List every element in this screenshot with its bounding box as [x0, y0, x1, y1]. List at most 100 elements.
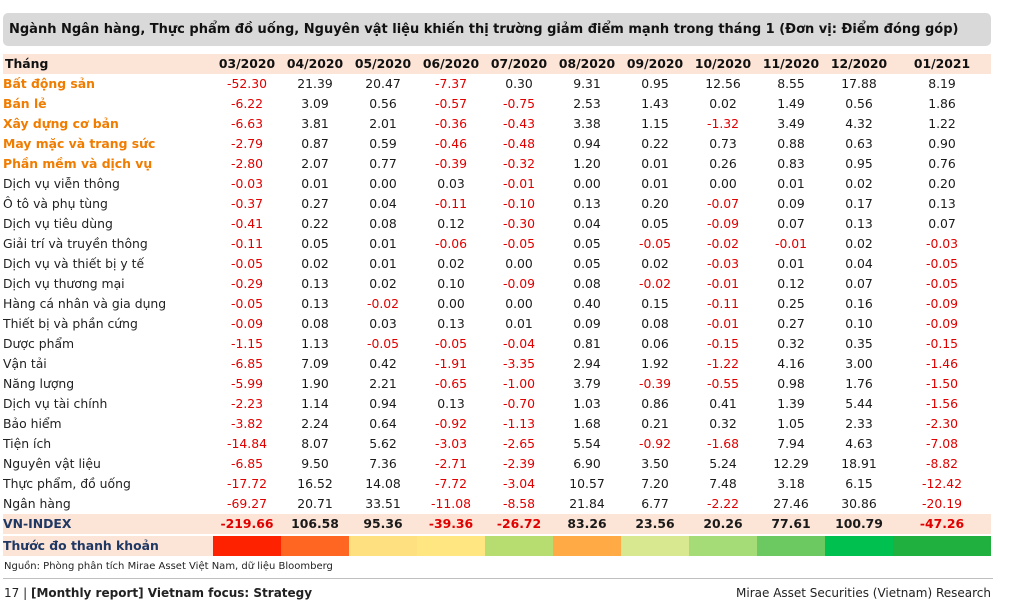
cell-value: 0.05 [641, 216, 669, 231]
cell-value: 9.31 [573, 76, 601, 91]
cell-value: -0.11 [434, 196, 468, 211]
row-label: Xây dựng cơ bản [3, 116, 119, 131]
cell-value: 0.13 [845, 216, 873, 231]
cell-value: -0.02 [366, 296, 400, 311]
table-row: Dịch vụ tiêu dùng -0.41 0.22 0.08 0.12 -0.30 0… [3, 214, 991, 234]
cell-value: 1.90 [301, 376, 329, 391]
cell-value: 1.43 [641, 96, 669, 111]
table-row: Thực phẩm, đồ uống -17.72 16.52 14.08 -7.72 -… [3, 474, 991, 494]
cell-value: -26.72 [496, 516, 542, 531]
report-name: [Monthly report] Vietnam focus: Strategy [30, 586, 313, 600]
cell-value: -2.80 [230, 156, 264, 171]
table-row: Dược phẩm -1.15 1.13 -0.05 -0.05 -0.04 0.81 0.0… [3, 334, 991, 354]
cell-value: 95.36 [363, 516, 403, 531]
cell-value: 0.05 [301, 236, 329, 251]
cell-value: -0.05 [925, 276, 959, 291]
cell-value: 0.42 [369, 356, 397, 371]
cell-value: 1.14 [301, 396, 329, 411]
cell-value: -1.50 [925, 376, 959, 391]
cell-value: 0.09 [777, 196, 805, 211]
table-row: Xây dựng cơ bản -6.63 3.81 2.01 -0.36 -0.43 3.… [3, 114, 991, 134]
liquidity-label: Thước đo thanh khoản [3, 534, 213, 556]
cell-value: -0.65 [434, 376, 468, 391]
cell-value: 3.00 [845, 356, 873, 371]
cell-value: 0.26 [709, 156, 737, 171]
cell-value: 0.08 [369, 216, 397, 231]
table-row: Năng lượng -5.99 1.90 2.21 -0.65 -1.00 3.79 -0.… [3, 374, 991, 394]
cell-value: 30.86 [841, 496, 877, 511]
liquidity-swatch [485, 534, 553, 556]
cell-value: -2.71 [434, 456, 468, 471]
cell-value: 0.00 [709, 176, 737, 191]
cell-value: 1.20 [573, 156, 601, 171]
table-row: Dịch vụ và thiết bị y tế -0.05 0.02 0.01 0.0… [3, 254, 991, 274]
row-label: Ô tô và phụ tùng [3, 196, 108, 211]
row-label: Dịch vụ viễn thông [3, 176, 120, 191]
cell-value: 18.91 [841, 456, 877, 471]
cell-value: 16.52 [297, 476, 333, 491]
cell-value: 2.33 [845, 416, 873, 431]
cell-value: 1.13 [301, 336, 329, 351]
cell-value: 0.30 [505, 76, 533, 91]
cell-value: -0.15 [925, 336, 959, 351]
cell-value: -0.09 [925, 316, 959, 331]
cell-value: -1.00 [502, 376, 536, 391]
cell-value: -2.65 [502, 436, 536, 451]
footer-divider [3, 578, 993, 579]
cell-value: -0.01 [774, 236, 808, 251]
cell-value: -8.82 [925, 456, 959, 471]
liquidity-swatch [281, 534, 349, 556]
cell-value: -0.10 [502, 196, 536, 211]
cell-value: 0.32 [709, 416, 737, 431]
cell-value: 21.84 [569, 496, 605, 511]
footer-company: Mirae Asset Securities (Vietnam) Researc… [736, 586, 991, 600]
row-label: Dịch vụ thương mại [3, 276, 125, 291]
cell-value: -0.75 [502, 96, 536, 111]
cell-value: -0.32 [502, 156, 536, 171]
cell-value: 0.08 [301, 316, 329, 331]
cell-value: -0.57 [434, 96, 468, 111]
cell-value: 1.49 [777, 96, 805, 111]
table-row: Dịch vụ thương mại -0.29 0.13 0.02 0.10 -0.09… [3, 274, 991, 294]
cell-value: -3.04 [502, 476, 536, 491]
cell-value: -0.02 [706, 236, 740, 251]
cell-value: 0.27 [301, 196, 329, 211]
cell-value: 0.01 [369, 236, 397, 251]
cell-value: 20.26 [703, 516, 743, 531]
cell-value: -2.23 [230, 396, 264, 411]
cell-value: -0.05 [366, 336, 400, 351]
cell-value: -6.22 [230, 96, 264, 111]
sector-contribution-table: Tháng 03/2020 04/2020 05/2020 06/2020 07/202… [3, 54, 991, 556]
row-label: Phần mềm và dịch vụ [3, 156, 153, 171]
row-label: Tiện ích [3, 436, 52, 451]
cell-value: 9.50 [301, 456, 329, 471]
cell-value: 0.64 [369, 416, 397, 431]
cell-value: 2.01 [369, 116, 397, 131]
cell-value: 0.10 [437, 276, 465, 291]
cell-value: 0.04 [845, 256, 873, 271]
cell-value: 0.01 [641, 156, 669, 171]
cell-value: -8.58 [502, 496, 536, 511]
cell-value: 0.87 [301, 136, 329, 151]
table-row: Nguyên vật liệu -6.85 9.50 7.36 -2.71 -2.39 6.… [3, 454, 991, 474]
cell-value: 5.44 [845, 396, 873, 411]
table-row: Phần mềm và dịch vụ -2.80 2.07 0.77 -0.39 -0.… [3, 154, 991, 174]
cell-value: -3.82 [230, 416, 264, 431]
cell-value: 1.92 [641, 356, 669, 371]
cell-value: 6.90 [573, 456, 601, 471]
liquidity-swatch [213, 534, 281, 556]
total-row: VN-INDEX -219.66 106.58 95.36 -39.36 -26.72 83… [3, 514, 991, 535]
cell-value: -0.39 [434, 156, 468, 171]
cell-value: 0.05 [573, 236, 601, 251]
liquidity-swatch [825, 534, 893, 556]
row-label: Dịch vụ tiêu dùng [3, 216, 113, 231]
cell-value: -47.26 [919, 516, 965, 531]
liquidity-swatch [893, 534, 991, 556]
cell-value: 0.09 [573, 316, 601, 331]
cell-value: 0.17 [845, 196, 873, 211]
row-label: VN-INDEX [3, 516, 72, 531]
cell-value: -0.11 [230, 236, 264, 251]
row-label: Dịch vụ tài chính [3, 396, 108, 411]
cell-value: 23.56 [635, 516, 675, 531]
row-label: Vận tải [3, 356, 47, 371]
